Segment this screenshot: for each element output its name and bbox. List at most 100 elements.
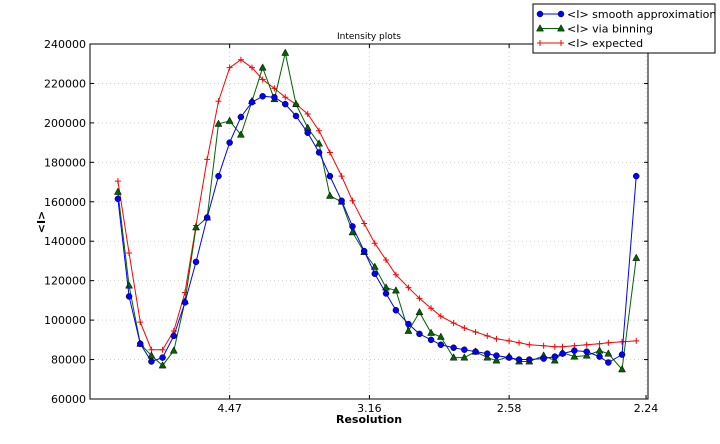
y-tick-label: 120000 (44, 275, 86, 288)
data-point (315, 149, 323, 156)
data-point (582, 351, 591, 359)
data-point (595, 346, 604, 354)
data-point (148, 358, 155, 365)
legend-label: <I> expected (567, 37, 643, 50)
data-point (326, 191, 334, 199)
data-point (632, 253, 641, 261)
data-point (258, 63, 267, 71)
data-point (551, 353, 559, 360)
data-point (604, 349, 613, 357)
data-point (596, 353, 603, 360)
data-point (170, 332, 178, 340)
data-point (484, 332, 491, 339)
data-point (493, 335, 500, 342)
data-point (237, 56, 244, 63)
data-point (315, 139, 323, 147)
series-line (117, 52, 637, 371)
data-point (632, 172, 640, 180)
legend-marker (536, 24, 544, 32)
y-tick-label: 200000 (44, 117, 86, 130)
data-point (214, 119, 223, 127)
data-point (472, 348, 479, 355)
data-point (371, 270, 379, 278)
data-point (137, 340, 144, 348)
data-point (460, 353, 469, 361)
x-tick-label: 3.16 (357, 402, 382, 415)
series-0 (114, 93, 640, 366)
data-point (226, 64, 233, 71)
plot-frame (89, 43, 649, 400)
data-point (392, 307, 400, 314)
data-point (437, 313, 444, 320)
data-point (292, 99, 300, 108)
data-point (516, 339, 523, 346)
data-point (159, 346, 166, 353)
data-point (348, 228, 357, 236)
data-point (540, 355, 547, 362)
data-point (147, 351, 156, 359)
data-point (203, 214, 211, 221)
data-point (371, 240, 378, 247)
data-point (360, 247, 368, 255)
data-point (316, 127, 323, 134)
data-point (633, 337, 640, 344)
legend: <I> smooth approximation <I> via binning<… (532, 3, 716, 54)
y-tick-label: 100000 (44, 314, 86, 327)
legend-marker (536, 10, 544, 18)
data-point (428, 305, 435, 312)
data-point (483, 353, 492, 361)
data-point (450, 320, 457, 327)
data-point (271, 85, 278, 92)
data-point (492, 356, 501, 364)
ticks: 60000 80000 100000 120000 140000 160000 180000… (44, 38, 658, 415)
data-point (326, 149, 333, 156)
data-point (619, 338, 626, 345)
data-point (215, 172, 222, 180)
data-point (484, 350, 491, 357)
data-point (436, 332, 445, 340)
data-point (515, 356, 523, 363)
data-point (427, 328, 436, 336)
data-point (550, 356, 559, 364)
legend-label: <I> smooth approximation (567, 8, 716, 21)
data-point (169, 346, 178, 354)
data-point (415, 307, 424, 316)
data-point (181, 299, 189, 306)
data-point (461, 346, 468, 353)
data-point (281, 48, 290, 56)
data-point (382, 290, 390, 297)
data-point (338, 173, 345, 180)
data-point (559, 350, 566, 357)
y-tick-label: 160000 (44, 196, 86, 209)
x-tick-label: 4.47 (217, 402, 242, 415)
data-point (605, 339, 612, 346)
data-point (181, 289, 188, 296)
data-point (493, 352, 500, 359)
series-1 (113, 48, 641, 373)
data-point (526, 356, 533, 363)
data-point (392, 271, 399, 278)
data-point (391, 286, 400, 294)
data-point (125, 293, 133, 300)
data-point (338, 197, 345, 205)
data-point (204, 156, 211, 163)
y-tick-label: 80000 (51, 354, 86, 367)
data-point (605, 359, 612, 366)
legend-label: <I> via binning (567, 23, 653, 36)
data-point (505, 354, 513, 361)
data-point (304, 129, 311, 136)
data-point (382, 283, 390, 291)
data-point (416, 330, 423, 338)
y-tick-label: 60000 (51, 393, 86, 406)
data-point (114, 178, 121, 185)
data-point (192, 258, 200, 266)
data-point (383, 256, 390, 263)
data-point (304, 111, 311, 118)
data-point (461, 325, 468, 331)
data-point (349, 197, 356, 204)
series-line (117, 59, 637, 351)
data-point (282, 94, 289, 101)
chart-title: Intensity plots (337, 32, 401, 42)
data-point (192, 223, 200, 231)
data-point (449, 353, 458, 361)
